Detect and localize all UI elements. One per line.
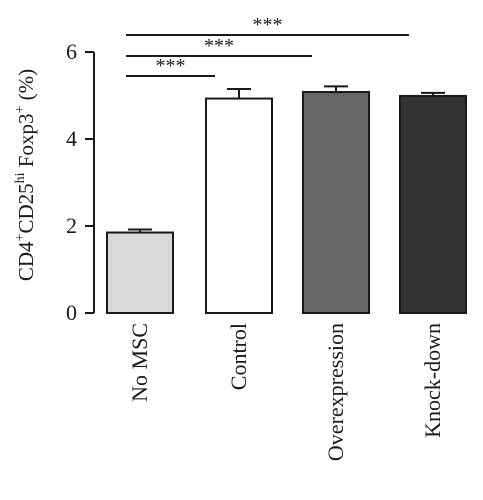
y-axis-label-superscript: + — [13, 233, 28, 241]
y-tick-label: 0 — [66, 300, 77, 325]
bars-layer — [106, 85, 467, 314]
y-tick-label: 6 — [66, 39, 77, 64]
y-axis-label: CD4+CD25hi Foxp3+ (%) — [13, 69, 38, 281]
y-axis-label-superscript: hi — [13, 172, 28, 183]
significance-layer: *** *** *** — [126, 14, 409, 77]
x-category-label: No MSC — [127, 323, 152, 402]
y-axis-label-part: Foxp3 — [14, 114, 38, 173]
x-category-label: Control — [226, 323, 251, 390]
significance-label: *** — [156, 55, 186, 77]
x-labels-layer: No MSC Control Overexpression Knock-down — [127, 323, 445, 461]
significance-label: *** — [253, 14, 283, 36]
bar — [302, 91, 370, 314]
bar — [205, 97, 273, 314]
y-tick-label: 2 — [66, 213, 77, 238]
y-axis-label-superscript: + — [13, 106, 28, 114]
x-category-label: Knock-down — [420, 323, 445, 438]
y-axis-label-part: CD4 — [14, 241, 38, 281]
x-category-label: Overexpression — [323, 323, 348, 461]
y-tick-label: 4 — [66, 126, 77, 151]
bar — [399, 94, 467, 314]
significance-label: *** — [204, 35, 234, 57]
y-axis-label-part: (%) — [14, 69, 38, 106]
y-axis-label-part: CD25 — [14, 183, 38, 233]
bar — [106, 231, 174, 314]
y-axis-label-group: CD4+CD25hi Foxp3+ (%) — [13, 69, 38, 281]
axis-layer: 0 2 4 6 — [66, 39, 95, 325]
